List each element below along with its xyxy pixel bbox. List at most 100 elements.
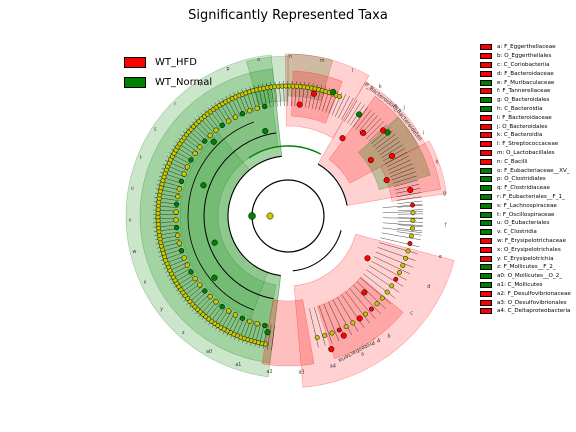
family-node bbox=[232, 312, 239, 318]
family-node bbox=[178, 178, 185, 185]
family-node bbox=[184, 262, 190, 268]
taxa-legend-item: l: F_Streptococcaceae bbox=[480, 140, 571, 149]
leaf-branch bbox=[352, 107, 369, 128]
taxa-legend-item: e: F_Muribaculaceae bbox=[480, 78, 571, 87]
family-node bbox=[232, 114, 239, 120]
leaf-branch bbox=[337, 297, 359, 332]
ring-label: f bbox=[445, 222, 447, 228]
enriched-node-hfd bbox=[328, 346, 335, 353]
family-node bbox=[254, 105, 260, 111]
taxa-legend-swatch bbox=[480, 290, 492, 297]
taxa-legend-swatch bbox=[480, 97, 492, 104]
taxa-legend-item: p: O_Clostridiales bbox=[480, 175, 571, 184]
enriched-node-normal bbox=[211, 239, 218, 246]
taxa-legend-swatch bbox=[480, 220, 492, 227]
enriched-node-normal bbox=[210, 138, 217, 145]
taxa-legend-item: c: C_Coriobacteriia bbox=[480, 61, 571, 70]
taxa-legend-swatch bbox=[480, 132, 492, 139]
leaf-node bbox=[409, 225, 415, 231]
taxa-legend-item: a2: F_Desulfovibrionaceae bbox=[480, 289, 571, 298]
taxa-legend-item: b: O_Eggerthellales bbox=[480, 52, 571, 61]
enriched-node-hfd bbox=[383, 177, 390, 184]
taxa-legend-swatch bbox=[480, 237, 492, 244]
family-node bbox=[192, 275, 198, 282]
order-arc-eubacteriales bbox=[203, 132, 277, 300]
leaf-node bbox=[405, 248, 411, 254]
class-arc-clostridia bbox=[248, 145, 322, 159]
ring-label: i bbox=[423, 131, 424, 137]
root-ring bbox=[251, 179, 325, 253]
taxa-legend-label: f: F_Tannerellaceae bbox=[497, 88, 551, 95]
class-node bbox=[248, 212, 256, 220]
enriched-node-hfd bbox=[407, 186, 414, 194]
taxa-legend-label: g: O_Bacteroidales bbox=[497, 97, 550, 104]
leaf-branch bbox=[382, 222, 423, 226]
ring-label: u bbox=[131, 187, 134, 192]
taxa-legend-label: j: O_Bacteroidales bbox=[497, 123, 548, 130]
ring-label: g bbox=[443, 192, 446, 197]
leaf-branch bbox=[323, 303, 340, 342]
family-node bbox=[173, 209, 179, 215]
leaf-branch bbox=[387, 159, 411, 171]
clade-sector-mollicutes-inner bbox=[246, 55, 289, 106]
leaf-node bbox=[400, 263, 406, 268]
enriched-node-hfd bbox=[361, 289, 368, 296]
ring-label: j bbox=[403, 105, 405, 111]
taxa-legend-label: b: O_Eggerthellales bbox=[497, 53, 552, 60]
leaf-branch bbox=[379, 140, 401, 156]
group-legend-item: WT_Normal bbox=[124, 72, 212, 92]
taxa-legend-item: o: F_Eubacteriaceae__XV_ bbox=[480, 166, 571, 175]
taxa-legend-swatch bbox=[480, 88, 492, 95]
leaf-branch bbox=[396, 192, 421, 198]
leaf-node bbox=[337, 94, 343, 100]
taxa-legend-swatch bbox=[480, 70, 492, 77]
enriched-node-normal bbox=[330, 88, 337, 96]
leaf-branch bbox=[334, 93, 347, 117]
taxa-legend-item: n: C_Bacilli bbox=[480, 157, 571, 166]
ring-label: a bbox=[361, 352, 364, 357]
ring-label: l bbox=[352, 68, 353, 74]
taxa-legend-item: y: C_Erysipelotrichia bbox=[480, 254, 571, 263]
ring-label: h bbox=[435, 159, 438, 165]
leaf-branch bbox=[267, 324, 272, 350]
enriched-node-normal bbox=[384, 129, 391, 136]
ring-label: d bbox=[427, 284, 430, 290]
taxa-legend-label: a4: C_Deltaproteobacteria bbox=[497, 308, 571, 315]
taxa-legend-item: g: O_Bacteroidales bbox=[480, 96, 571, 105]
taxa-legend-swatch bbox=[480, 141, 492, 148]
taxa-legend-item: q: F_Clostridiaceae bbox=[480, 184, 571, 193]
taxa-legend-swatch bbox=[480, 255, 492, 262]
leaf-branch bbox=[389, 163, 413, 174]
leaf-branch bbox=[391, 171, 416, 181]
leaf-node bbox=[403, 255, 409, 261]
taxa-legend-swatch bbox=[480, 308, 492, 315]
clade-sector-bacteroidaceae bbox=[380, 140, 447, 202]
taxa-legend-label: x: O_Erysipelotrichales bbox=[497, 246, 561, 253]
leaf-branch bbox=[366, 269, 400, 293]
taxa-legend-swatch bbox=[480, 167, 492, 174]
leaf-branch bbox=[368, 265, 404, 287]
family-node bbox=[181, 171, 187, 177]
taxa-legend-label: q: F_Clostridiaceae bbox=[497, 185, 550, 192]
taxa-legend-item: v: C_Clostridia bbox=[480, 228, 571, 237]
leaf-node bbox=[343, 324, 349, 330]
enriched-node-normal bbox=[264, 329, 271, 336]
leaf-node bbox=[410, 210, 416, 216]
enriched-node-hfd bbox=[359, 129, 366, 136]
ring-label: s bbox=[154, 127, 157, 132]
ring-label: w bbox=[132, 250, 136, 255]
taxa-legend-swatch bbox=[480, 176, 492, 183]
family-node bbox=[254, 321, 260, 327]
leaf-branch bbox=[394, 183, 420, 191]
leaf-branch bbox=[380, 237, 420, 248]
family-node bbox=[247, 318, 253, 324]
family-node bbox=[197, 282, 203, 288]
family-node bbox=[213, 299, 219, 305]
leaf-branch bbox=[371, 261, 407, 281]
taxa-legend-label: k: C_Bacteroidia bbox=[497, 132, 543, 139]
taxa-legend-item: a3: O_Desulfovibrionales bbox=[480, 298, 571, 307]
taxa-legend-item: a0: O_Mollicutes__O_2_ bbox=[480, 272, 571, 281]
ring-label: k bbox=[379, 84, 382, 90]
